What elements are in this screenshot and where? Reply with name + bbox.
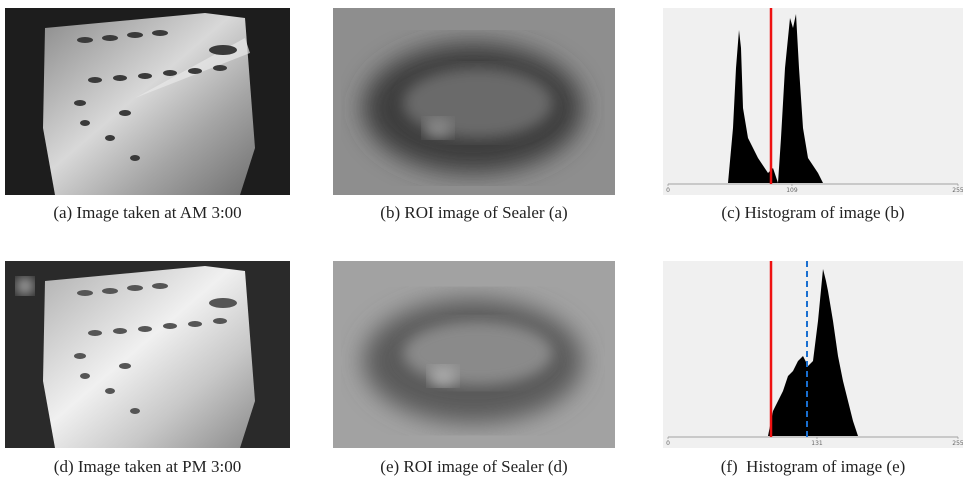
histogram: 0 131 255 — [663, 261, 963, 448]
x-tick-label: 131 — [811, 440, 823, 447]
caption: (d) Image taken at PM 3:00 — [5, 457, 290, 477]
x-tick-label: 0 — [666, 440, 670, 447]
caption: (c) Histogram of image (b) — [655, 203, 971, 223]
caption: (a) Image taken at AM 3:00 — [5, 203, 290, 223]
roi-image — [333, 8, 615, 195]
photo — [5, 261, 290, 448]
x-tick-label: 255 — [952, 187, 963, 194]
x-tick-label: 109 — [786, 187, 798, 194]
x-tick-label: 0 — [666, 187, 670, 194]
photo — [5, 8, 290, 195]
x-tick-label: 255 — [952, 440, 963, 447]
histogram: 0 109 255 — [663, 8, 963, 195]
roi-image — [333, 261, 615, 448]
caption: (b) ROI image of Sealer (a) — [320, 203, 628, 223]
caption: (e) ROI image of Sealer (d) — [320, 457, 628, 477]
figure: 0 109 255 0 131 255 (a) Image taken at AM 3:… — [0, 0, 972, 484]
caption: (f) Histogram of image (e) — [655, 457, 971, 477]
